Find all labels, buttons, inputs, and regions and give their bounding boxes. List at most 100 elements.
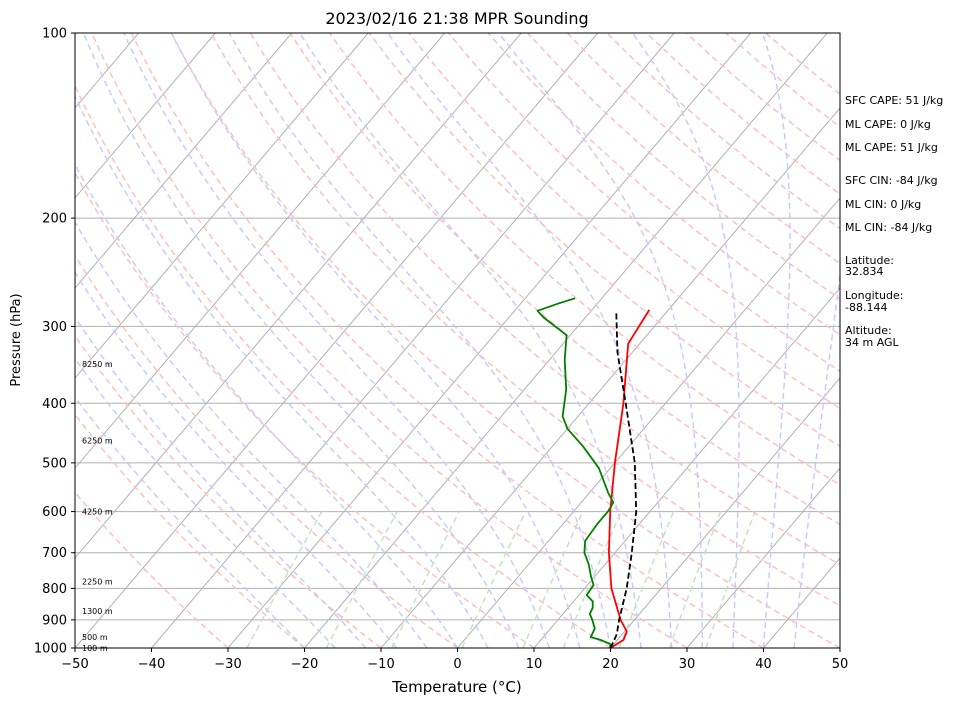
y-tick-label: 900 xyxy=(42,613,67,628)
axis-ticks: −50 −40 −30 −20 −10 0 10 20 30 40 50 1000 900 800 700 6… xyxy=(34,27,848,673)
info-altitude-value: 34 m AGL xyxy=(845,336,900,349)
height-labels: 100 m 500 m 1300 m 2250 m 4250 m 6250 m 8250 m xyxy=(82,360,113,653)
x-tick-label: −10 xyxy=(367,657,394,672)
x-tick-label: −20 xyxy=(291,657,318,672)
height-label: 1300 m xyxy=(82,607,113,616)
dry-adiabat-line xyxy=(249,33,840,566)
mixing-ratio-line xyxy=(562,511,622,648)
height-label: 4250 m xyxy=(82,508,113,517)
dry-adiabat-line xyxy=(75,413,305,648)
height-label: 8250 m xyxy=(82,360,113,369)
isotherm-line xyxy=(75,33,446,469)
info-sfc-cin: SFC CIN: -84 J/kg xyxy=(845,174,938,187)
moist-adiabat-line xyxy=(761,33,791,648)
dry-adiabat-line xyxy=(408,33,840,410)
isotherm-line xyxy=(686,467,840,648)
y-tick-label: 500 xyxy=(42,456,67,471)
mixing-ratio-line xyxy=(522,511,584,648)
moist-adiabat-line xyxy=(170,33,581,648)
dry-adiabat-line xyxy=(527,33,840,300)
dry-adiabat-line xyxy=(75,491,229,648)
info-ml-cape-2: ML CAPE: 51 J/kg xyxy=(845,141,938,154)
profile-lines xyxy=(536,297,651,648)
moist-adiabat-line xyxy=(75,395,305,648)
height-label: 100 m xyxy=(82,644,108,653)
moist-adiabat-line xyxy=(75,162,459,648)
moist-adiabat-line xyxy=(75,357,336,648)
isotherm-line xyxy=(75,33,599,648)
moist-adiabat-line xyxy=(228,33,612,648)
isotherm-line xyxy=(227,33,752,648)
info-longitude-label: Longitude: xyxy=(845,289,903,302)
dry-adiabat-line xyxy=(329,33,840,486)
isotherm-line xyxy=(75,33,522,559)
x-tick-label: 0 xyxy=(453,657,461,672)
moist-adiabat-line xyxy=(497,33,703,648)
dry-adiabat-line xyxy=(130,33,764,648)
isotherm-line xyxy=(380,107,840,648)
x-axis-label: Temperature (°C) xyxy=(391,678,521,696)
dry-adiabat-line xyxy=(75,254,458,648)
sounding-info: SFC CAPE: 51 J/kg ML CAPE: 0 J/kg ML CAP… xyxy=(845,94,943,349)
y-tick-label: 800 xyxy=(42,582,67,597)
y-tick-label: 200 xyxy=(42,212,67,227)
info-latitude-value: 32.834 xyxy=(845,265,884,278)
y-tick-label: 400 xyxy=(42,397,67,412)
y-axis-label: Pressure (hPa) xyxy=(9,293,24,386)
y-tick-label: 100 xyxy=(42,27,67,42)
mixing-ratio-line xyxy=(618,511,675,648)
dry-adiabat-line xyxy=(368,33,840,448)
moist-adiabat-line xyxy=(75,220,428,648)
moist-adiabat-line xyxy=(387,33,673,648)
info-ml-cin: ML CIN: 0 J/kg xyxy=(845,198,921,211)
chart-title: 2023/02/16 21:38 MPR Sounding xyxy=(325,9,588,28)
isotherm-line xyxy=(457,197,840,648)
info-latitude-label: Latitude: xyxy=(845,254,894,267)
dry-adiabat-line xyxy=(75,334,382,648)
y-tick-label: 1000 xyxy=(34,642,67,657)
x-tick-label: −30 xyxy=(214,657,241,672)
x-tick-label: −50 xyxy=(61,657,88,672)
dewpoint-profile xyxy=(536,297,615,648)
y-tick-label: 600 xyxy=(42,505,67,520)
dry-adiabat-line xyxy=(289,33,840,526)
isotherm-line xyxy=(610,377,840,648)
plot-background xyxy=(75,33,840,648)
x-tick-label: 10 xyxy=(526,657,543,672)
height-label: 6250 m xyxy=(82,437,113,446)
info-longitude-value: -88.144 xyxy=(845,301,887,314)
moist-adiabat-line xyxy=(82,33,520,648)
info-ml-cape: ML CAPE: 0 J/kg xyxy=(845,118,931,131)
dry-adiabat-line xyxy=(91,33,688,648)
moist-adiabat-line xyxy=(75,316,367,648)
x-tick-label: 20 xyxy=(602,657,619,672)
info-altitude-label: Altitude: xyxy=(845,324,892,337)
mixing-ratio-line xyxy=(461,511,527,648)
background-lines xyxy=(75,33,840,648)
temperature-profile xyxy=(608,309,651,648)
y-tick-label: 300 xyxy=(42,320,67,335)
isotherm-line xyxy=(75,33,216,199)
y-tick-label: 700 xyxy=(42,546,67,561)
info-ml-cin-2: ML CIN: -84 J/kg xyxy=(845,221,932,234)
isotherm-line xyxy=(533,287,840,648)
isotherm-line xyxy=(75,33,369,379)
dry-adiabat-line xyxy=(75,171,535,648)
moist-adiabat-line xyxy=(631,33,740,648)
mixing-ratio-line xyxy=(391,511,460,648)
info-sfc-cape: SFC CAPE: 51 J/kg xyxy=(845,94,943,107)
moist-adiabat-line xyxy=(75,94,489,648)
parcel-profile xyxy=(609,312,638,648)
x-tick-label: 40 xyxy=(755,657,772,672)
height-label: 500 m xyxy=(82,633,108,642)
mixing-ratio-line xyxy=(246,511,323,648)
mixing-ratio-line xyxy=(668,511,722,648)
moist-adiabat-line xyxy=(123,33,550,648)
isotherm-line xyxy=(75,33,293,289)
height-label: 2250 m xyxy=(82,578,113,587)
dry-adiabat-line xyxy=(75,84,611,648)
x-tick-label: −40 xyxy=(138,657,165,672)
x-tick-label: 50 xyxy=(832,657,849,672)
mixing-ratio-line xyxy=(705,511,756,648)
